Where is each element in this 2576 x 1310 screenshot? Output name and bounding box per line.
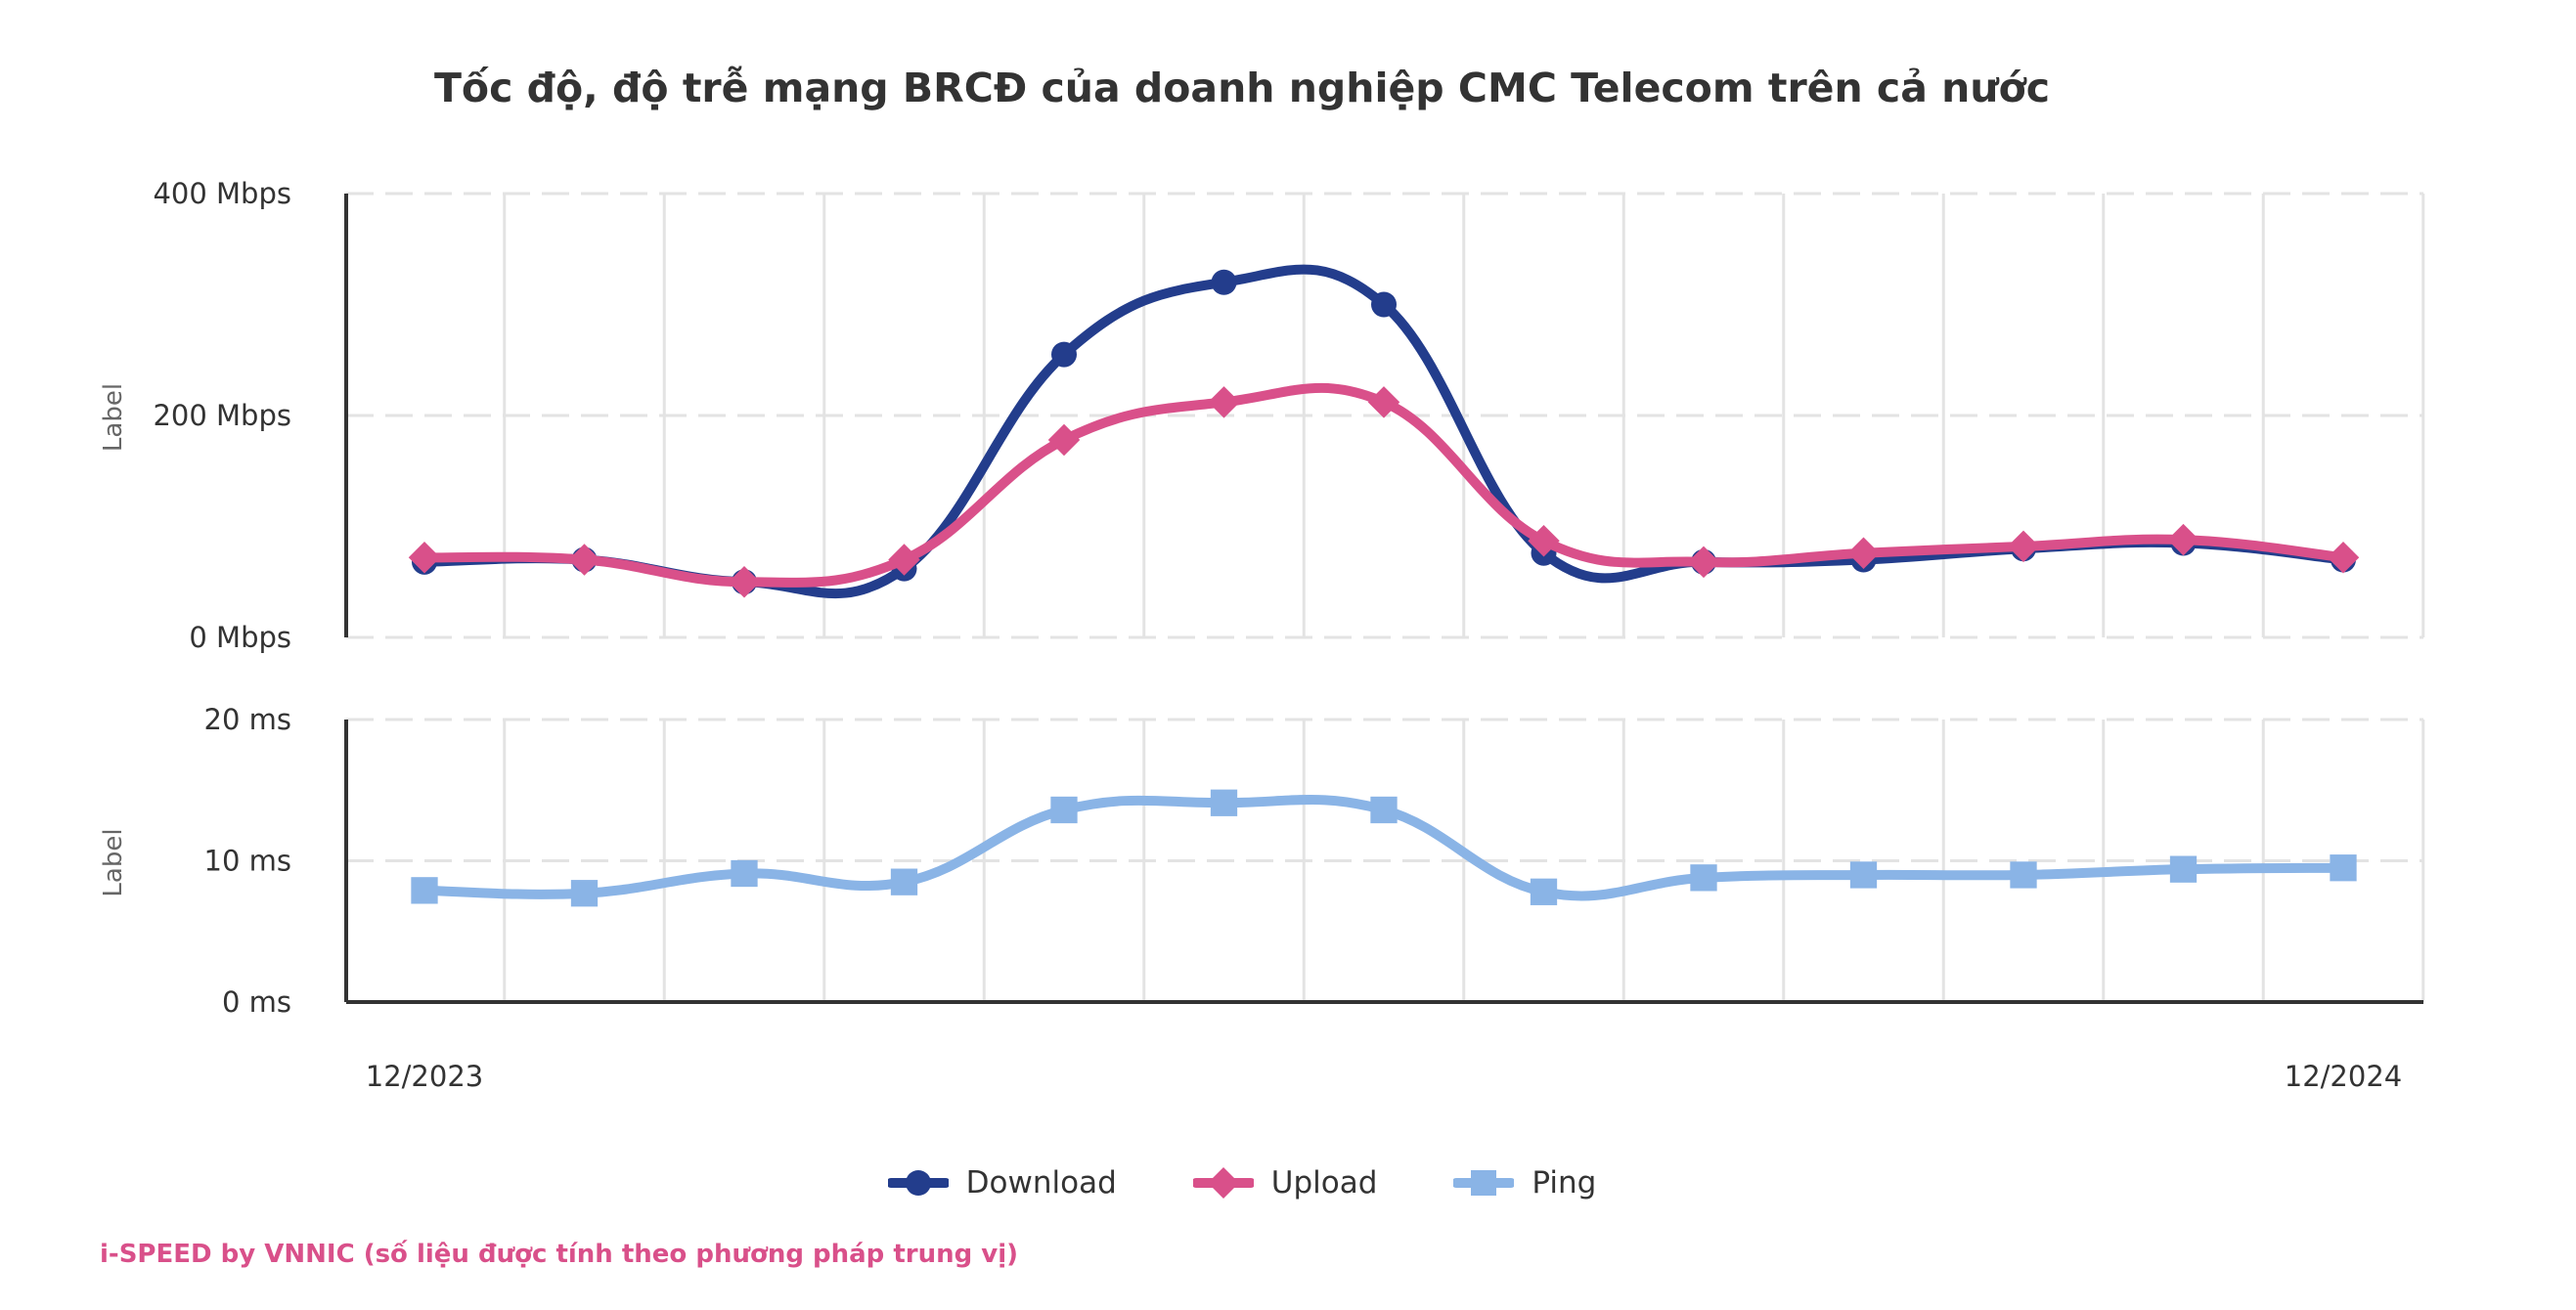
data-point <box>1687 546 1720 579</box>
data-point <box>1690 864 1717 892</box>
data-point <box>1849 861 1878 889</box>
chart-title: Tốc độ, độ trễ mạng BRCĐ của doanh nghiệ… <box>433 65 2051 111</box>
legend-item-ping[interactable]: Ping <box>1453 1165 1596 1201</box>
data-point <box>1367 386 1400 418</box>
data-point <box>2327 542 2360 574</box>
data-point <box>890 868 918 895</box>
diamond-icon <box>1192 1167 1254 1199</box>
series-upload <box>408 382 2360 598</box>
data-point <box>2167 523 2199 556</box>
data-point <box>2330 854 2357 882</box>
data-point <box>1528 525 1560 557</box>
data-point <box>411 877 438 904</box>
circle-icon <box>887 1170 949 1196</box>
data-point <box>408 542 441 574</box>
series-ping <box>411 789 2357 907</box>
legend-label: Download <box>965 1165 1117 1201</box>
data-point <box>2169 855 2198 883</box>
data-point <box>1530 878 1558 905</box>
y-tick-label: 0 ms <box>222 985 291 1019</box>
data-point <box>568 544 600 576</box>
data-point <box>1211 269 1237 295</box>
data-point <box>1847 537 1880 569</box>
data-point <box>570 880 599 907</box>
square-icon <box>1453 1170 1515 1196</box>
legend: Download Upload Ping <box>0 1165 2484 1201</box>
legend-label: Ping <box>1532 1165 1597 1201</box>
y-tick-label: 400 Mbps <box>153 177 291 210</box>
y-tick-label: 10 ms <box>204 845 291 878</box>
chart: 0 Mbps 200 Mbps 400 Mbps Label 0 ms 10 ms 20 m… <box>99 177 2425 1093</box>
data-point <box>1371 291 1397 318</box>
data-point <box>728 566 761 598</box>
y-tick-label: 200 Mbps <box>153 399 291 432</box>
legend-label: Upload <box>1270 1165 1378 1201</box>
data-point <box>2007 530 2040 563</box>
legend-item-download[interactable]: Download <box>887 1165 1117 1201</box>
data-point <box>731 859 758 888</box>
data-point <box>888 544 920 576</box>
data-point <box>1047 423 1081 457</box>
data-point <box>1050 796 1078 824</box>
data-point <box>1370 796 1398 824</box>
y-tick-label: 0 Mbps <box>189 621 291 654</box>
data-point <box>1210 789 1238 816</box>
data-point <box>1208 386 1240 418</box>
x-tick-label: 12/2023 <box>366 1060 483 1093</box>
y-axis-label: Label <box>99 828 128 896</box>
y-axis-label: Label <box>99 383 128 452</box>
y-tick-label: 20 ms <box>204 703 291 736</box>
panel-latency: 0 ms 10 ms 20 ms Label <box>99 703 2423 1019</box>
footer-source: i-SPEED by VNNIC (số liệu được tính theo… <box>100 1240 1019 1269</box>
data-point <box>1051 341 1077 368</box>
panel-speed: 0 Mbps 200 Mbps 400 Mbps Label <box>99 177 2423 654</box>
x-tick-label: 12/2024 <box>2285 1060 2402 1093</box>
data-point <box>2010 861 2037 889</box>
legend-item-upload[interactable]: Upload <box>1192 1165 1378 1201</box>
